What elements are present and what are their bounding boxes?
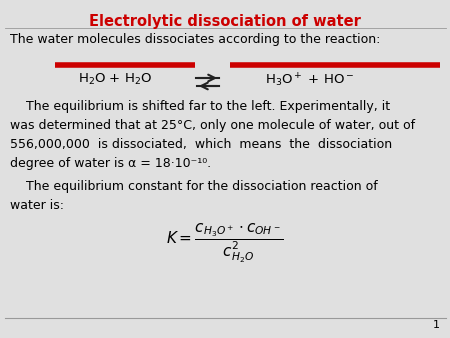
- Text: water is:: water is:: [10, 199, 64, 212]
- Text: 556,000,000  is dissociated,  which  means  the  dissociation: 556,000,000 is dissociated, which means …: [10, 138, 392, 151]
- Text: The equilibrium constant for the dissociation reaction of: The equilibrium constant for the dissoci…: [10, 180, 378, 193]
- Text: degree of water is α = 18·10⁻¹⁰.: degree of water is α = 18·10⁻¹⁰.: [10, 157, 211, 170]
- Text: H$_2$O + H$_2$O: H$_2$O + H$_2$O: [78, 72, 152, 87]
- Text: H$_3$O$^+$ + HO$^-$: H$_3$O$^+$ + HO$^-$: [266, 72, 355, 89]
- Text: $\mathit{K} = \dfrac{c_{H_3O^+} \cdot c_{OH^-}}{c^2_{H_2O}}$: $\mathit{K} = \dfrac{c_{H_3O^+} \cdot c_…: [166, 222, 284, 265]
- Text: The water molecules dissociates according to the reaction:: The water molecules dissociates accordin…: [10, 33, 380, 46]
- Text: The equilibrium is shifted far to the left. Experimentally, it: The equilibrium is shifted far to the le…: [10, 100, 390, 113]
- Text: was determined that at 25°C, only one molecule of water, out of: was determined that at 25°C, only one mo…: [10, 119, 415, 132]
- Text: 1: 1: [433, 320, 440, 330]
- Text: Electrolytic dissociation of water: Electrolytic dissociation of water: [89, 14, 361, 29]
